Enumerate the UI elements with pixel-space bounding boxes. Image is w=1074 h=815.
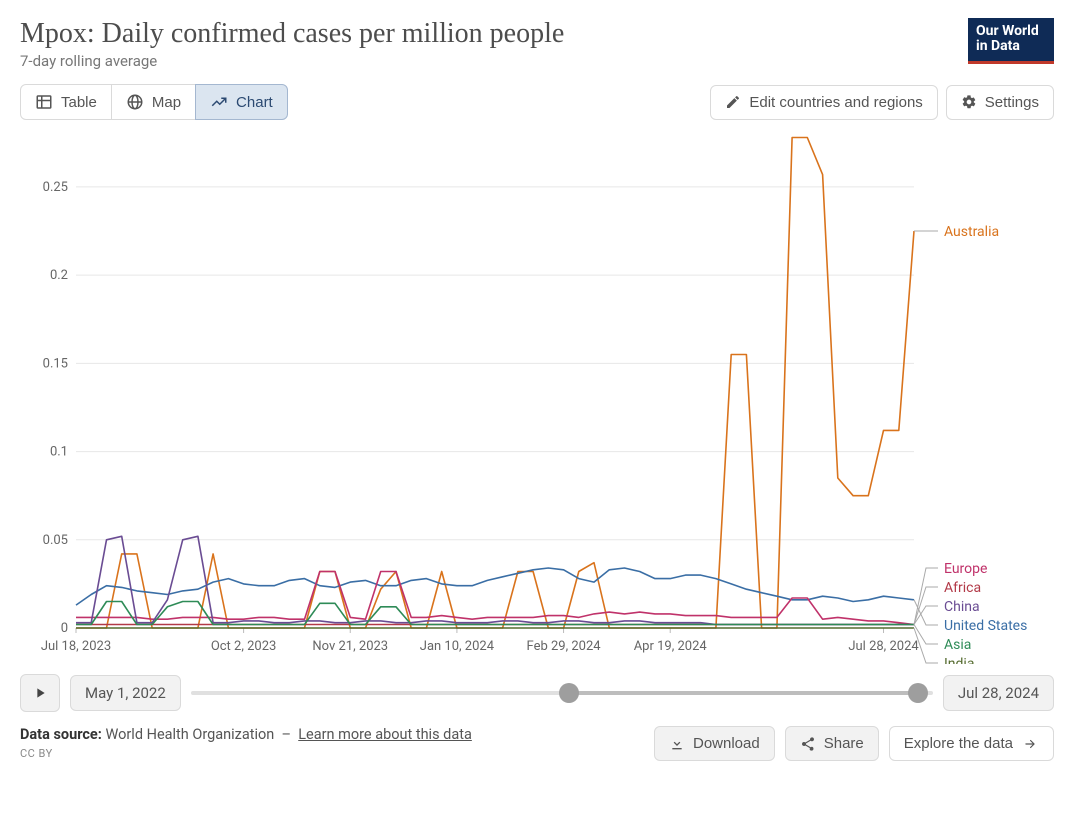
table-icon: [35, 93, 53, 111]
source-prefix: Data source:: [20, 726, 102, 743]
arrow-right-icon: [1021, 737, 1039, 751]
x-tick-label: Apr 19, 2024: [634, 639, 708, 654]
line-chart[interactable]: 0 0.05 0.1 0.15 0.2 0.25 Jul 18, 2023 Oct 2, 20…: [20, 124, 1054, 664]
edit-countries-button[interactable]: Edit countries and regions: [710, 85, 937, 120]
source-name: World Health Organization: [105, 726, 274, 743]
data-source: Data source: World Health Organization –…: [20, 726, 472, 743]
series-label-china[interactable]: China: [944, 599, 980, 615]
y-tick-label: 0.15: [43, 356, 68, 371]
share-button[interactable]: Share: [785, 726, 879, 761]
gear-icon: [961, 94, 977, 110]
tab-map[interactable]: Map: [111, 84, 196, 120]
y-tick-label: 0.05: [43, 533, 68, 548]
share-icon: [800, 736, 816, 752]
slider-track-active: [569, 691, 918, 695]
tab-chart[interactable]: Chart: [195, 84, 288, 120]
x-tick-label: Jul 28, 2024: [848, 639, 919, 654]
pencil-icon: [725, 94, 741, 110]
series-label-asia[interactable]: Asia: [944, 637, 971, 653]
explore-label: Explore the data: [904, 735, 1013, 752]
series-label-australia[interactable]: Australia: [944, 224, 999, 240]
license-label: CC BY: [20, 747, 472, 760]
series-leader: [914, 568, 938, 624]
series-label-europe[interactable]: Europe: [944, 561, 987, 577]
play-button[interactable]: [20, 674, 60, 712]
x-tick-label: Jan 10, 2024: [420, 639, 495, 654]
edit-countries-label: Edit countries and regions: [749, 94, 922, 111]
y-tick-label: 0.2: [50, 268, 68, 283]
x-tick-label: Feb 29, 2024: [527, 639, 602, 654]
line-chart-icon: [210, 93, 228, 111]
slider-handle-start[interactable]: [559, 683, 579, 703]
y-tick-label: 0.25: [43, 180, 68, 195]
page-title: Mpox: Daily confirmed cases per million …: [20, 18, 564, 50]
y-tick-label: 0.1: [50, 445, 68, 460]
series-line-united-states[interactable]: [76, 568, 914, 605]
tab-table[interactable]: Table: [20, 84, 112, 120]
settings-button[interactable]: Settings: [946, 85, 1054, 120]
x-tick-label: Oct 2, 2023: [211, 639, 277, 654]
settings-label: Settings: [985, 94, 1039, 111]
time-slider[interactable]: [191, 674, 933, 712]
series-label-united-states[interactable]: United States: [944, 618, 1027, 634]
globe-icon: [126, 93, 144, 111]
x-tick-label: Nov 21, 2023: [312, 639, 388, 654]
play-icon: [32, 685, 48, 701]
download-button[interactable]: Download: [654, 726, 775, 761]
y-tick-label: 0: [61, 621, 68, 636]
share-label: Share: [824, 735, 864, 752]
slider-start-date[interactable]: May 1, 2022: [70, 675, 181, 711]
download-label: Download: [693, 735, 760, 752]
series-label-africa[interactable]: Africa: [944, 580, 981, 596]
slider-handle-end[interactable]: [908, 683, 928, 703]
download-icon: [669, 736, 685, 752]
series-label-india[interactable]: India: [944, 656, 974, 664]
explore-data-button[interactable]: Explore the data: [889, 726, 1054, 761]
x-tick-label: Jul 18, 2023: [41, 639, 111, 654]
owid-logo[interactable]: Our World in Data: [968, 18, 1054, 64]
tab-chart-label: Chart: [236, 94, 273, 111]
view-tabs: Table Map Chart: [20, 84, 288, 120]
page-subtitle: 7-day rolling average: [20, 52, 564, 70]
series-line-europe[interactable]: [76, 572, 914, 625]
logo-line-2: in Data: [976, 39, 1046, 54]
tab-map-label: Map: [152, 94, 181, 111]
learn-more-link[interactable]: Learn more about this data: [298, 726, 472, 743]
logo-line-1: Our World: [976, 24, 1046, 39]
tab-table-label: Table: [61, 94, 97, 111]
slider-end-date[interactable]: Jul 28, 2024: [943, 675, 1054, 711]
